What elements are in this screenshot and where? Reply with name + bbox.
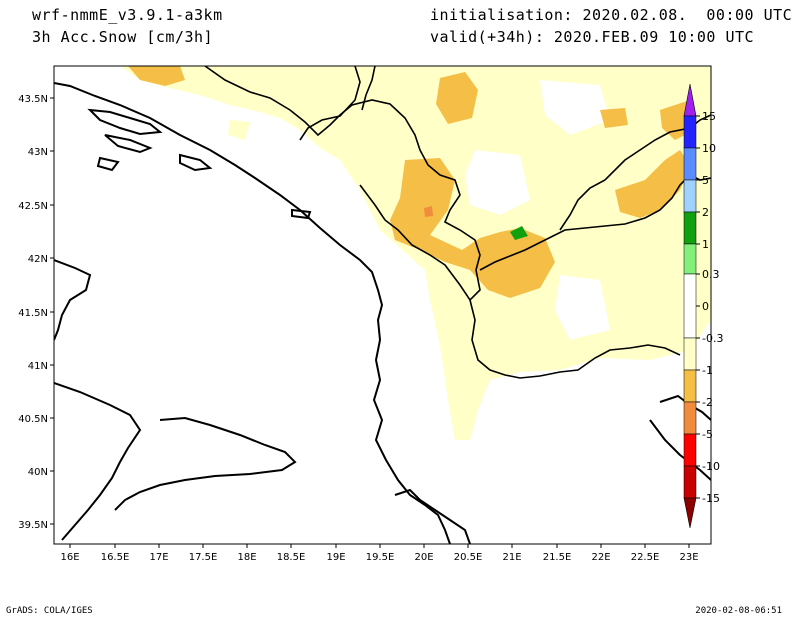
lat-label: 43.5N (18, 94, 48, 105)
colorbar-label: -0.3 (702, 332, 723, 345)
lat-label: 40N (28, 467, 48, 478)
lon-label: 17.5E (189, 552, 218, 563)
colorbar-label: 0.3 (702, 268, 720, 281)
colorbar-label: 0 (702, 300, 709, 313)
model-name: wrf-nmmE_v3.9.1-a3km (32, 6, 223, 24)
colorbar-swatch (683, 433, 697, 467)
lon-label: 21.5E (543, 552, 572, 563)
colorbar-label: -5 (702, 428, 713, 441)
lon-label: 18.5E (277, 552, 306, 563)
colorbar-swatch (683, 273, 697, 339)
colorbar-swatch (683, 211, 697, 245)
colorbar-label: -15 (702, 492, 720, 505)
lon-label: 20E (414, 552, 433, 563)
colorbar-label: 1 (702, 238, 709, 251)
lat-label: 43N (28, 147, 48, 158)
snow-green-spot (510, 226, 528, 240)
lon-label: 16.5E (101, 552, 130, 563)
colorbar-label: 2 (702, 206, 709, 219)
coastlines (54, 82, 711, 544)
valid-time: valid(+34h): 2020.FEB.09 10:00 UTC (430, 28, 755, 46)
colorbar-swatch (683, 147, 697, 181)
colorbar-label: 5 (702, 174, 709, 187)
lon-label: 23E (679, 552, 698, 563)
lon-label: 22E (591, 552, 610, 563)
colorbar-swatch (683, 179, 697, 213)
colorbar-swatch (683, 243, 697, 275)
colorbar: 15 10 5 2 1 0.3 0 -0.3 -1 -2 -5 -10 -15 (683, 83, 723, 529)
lon-label: 20.5E (454, 552, 483, 563)
colorbar-label: 15 (702, 110, 716, 123)
footer-timestamp: 2020-02-08-06:51 (695, 606, 782, 616)
lon-label: 18E (237, 552, 256, 563)
colorbar-label: -1 (702, 364, 713, 377)
colorbar-label: -10 (702, 460, 720, 473)
snow-medium-areas (128, 66, 695, 298)
footer-credit: GrADS: COLA/IGES (6, 606, 93, 616)
snow-light-areas (120, 66, 711, 440)
lat-label: 40.5N (18, 414, 48, 425)
colorbar-swatch (683, 369, 697, 403)
colorbar-swatch (683, 337, 697, 371)
colorbar-swatch (683, 115, 697, 149)
lon-label: 22.5E (631, 552, 660, 563)
lat-label: 42.5N (18, 201, 48, 212)
colorbar-swatch (683, 465, 697, 499)
colorbar-bottom-triangle (683, 497, 697, 529)
lat-axis: 43.5N 43N 42.5N 42N 41.5N 41N 40.5N 40N … (18, 94, 54, 531)
init-time: initialisation: 2020.02.08. 00:00 UTC (430, 6, 793, 24)
lon-label: 17E (149, 552, 168, 563)
lon-label: 19.5E (366, 552, 395, 563)
lon-label: 19E (326, 552, 345, 563)
lat-label: 39.5N (18, 520, 48, 531)
colorbar-label: 10 (702, 142, 716, 155)
lon-axis: 16E 16.5E 17E 17.5E 18E 18.5E 19E 19.5E … (60, 544, 699, 563)
colorbar-swatch (683, 401, 697, 435)
colorbar-label: -2 (702, 396, 713, 409)
lat-label: 41N (28, 361, 48, 372)
snow-white-gaps (465, 80, 610, 340)
lat-label: 41.5N (18, 308, 48, 319)
variable-name: 3h Acc.Snow [cm/3h] (32, 28, 214, 46)
lon-label: 16E (60, 552, 79, 563)
lon-label: 21E (502, 552, 521, 563)
snow-orange-spot (424, 206, 433, 217)
map-frame (53, 65, 712, 545)
lat-label: 42N (28, 254, 48, 265)
